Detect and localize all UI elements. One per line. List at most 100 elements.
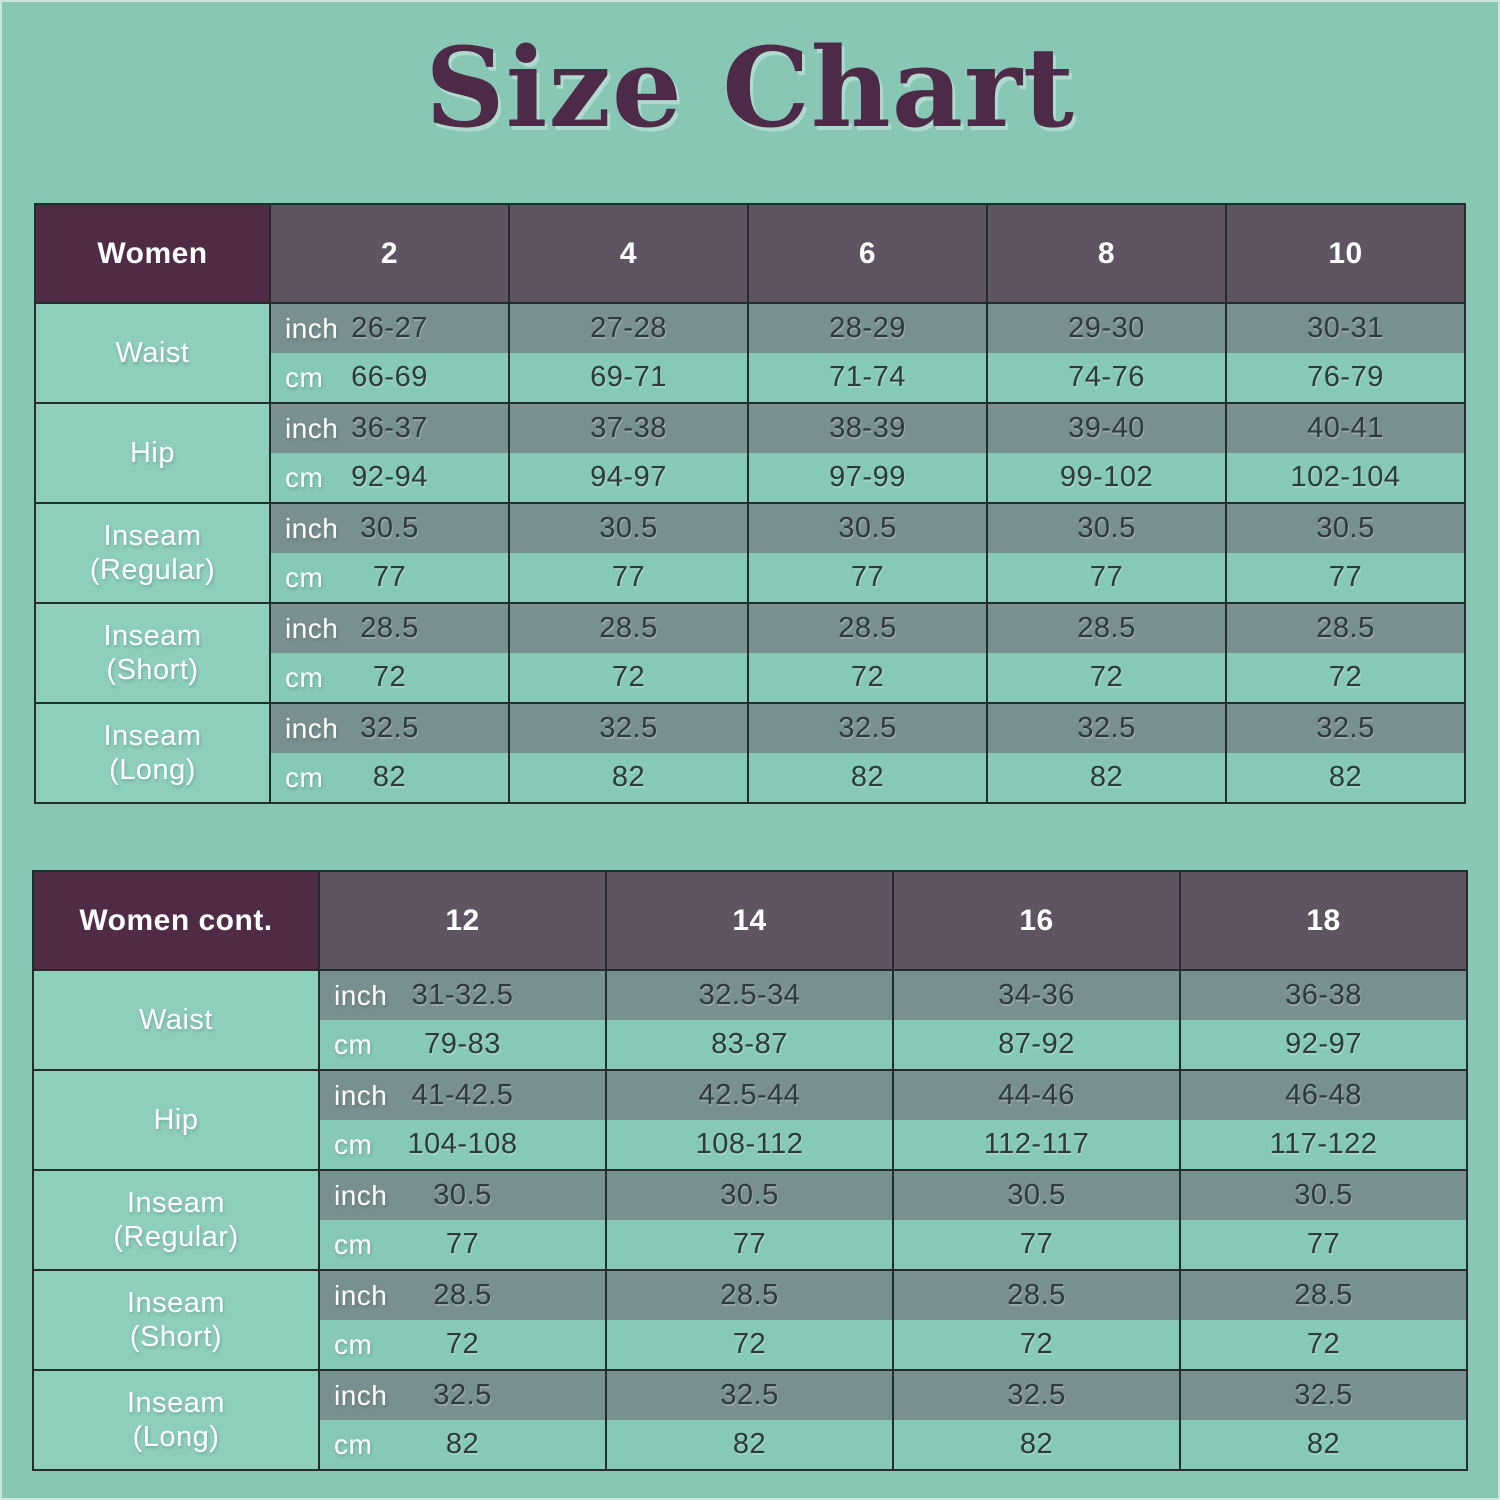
- measurement-value: 30.5: [1316, 512, 1375, 544]
- measurement-value: 72: [1328, 661, 1363, 693]
- measurement-value: 82: [1306, 1428, 1341, 1460]
- value-cell: 72: [1225, 653, 1466, 704]
- measurement-value: 28.5: [1077, 612, 1136, 644]
- value-cell: 30-31: [1225, 302, 1466, 353]
- value-cell: inch 32.5: [269, 702, 510, 753]
- measurement-row: cm 72 72 72 72 72: [35, 653, 1466, 704]
- size-header-cell: 14: [605, 870, 894, 971]
- measurement-row: Hip inch 36-37 37-38 38-39 39-40 40-41: [34, 402, 1466, 504]
- value-cell: 44-46: [892, 1069, 1181, 1120]
- value-cell: 72: [747, 653, 988, 704]
- value-cell: 97-99: [747, 453, 988, 504]
- measurement-value: 82: [372, 761, 407, 793]
- measurement-value: 71-74: [829, 361, 906, 393]
- size-header-cell: 8: [986, 203, 1227, 304]
- value-cell: cm 82: [269, 753, 510, 804]
- value-cell: cm 66-69: [269, 353, 510, 404]
- measurement-value: 82: [611, 761, 646, 793]
- measurement-row: cm 79-83 83-87 87-92 92-97: [33, 1020, 1468, 1071]
- unit-label: inch: [285, 712, 339, 744]
- unit-label: inch: [334, 979, 388, 1011]
- measurement-value: 83-87: [711, 1028, 788, 1060]
- measurement-value: 77: [850, 561, 885, 593]
- measurement-value: 28.5: [720, 1279, 779, 1311]
- measurement-value: 39-40: [1068, 412, 1145, 444]
- measurement-value: 77: [732, 1228, 767, 1260]
- measurement-value: 82: [1089, 761, 1124, 793]
- value-cell: cm 77: [269, 553, 510, 604]
- measurement-value: 82: [445, 1428, 480, 1460]
- measurement-value: 36-38: [1285, 979, 1362, 1011]
- measurement-row: Inseam (Short) inch 28.5 28.5 28.5 28.5: [32, 1269, 1468, 1371]
- value-cell: 28.5: [1179, 1269, 1468, 1320]
- value-cell: 32.5: [986, 702, 1227, 753]
- value-cell: 32.5-34: [605, 969, 894, 1020]
- value-cell: 87-92: [892, 1020, 1181, 1071]
- measurement-value: 30.5: [1077, 512, 1136, 544]
- value-cell: 28.5: [605, 1269, 894, 1320]
- measurement-row: Hip inch 41-42.5 42.5-44 44-46 46-48: [32, 1069, 1468, 1171]
- measurement-label-cell: Inseam (Long): [32, 1369, 320, 1471]
- value-cell: 82: [605, 1420, 894, 1471]
- measurement-value: 32.5: [1294, 1379, 1353, 1411]
- measurement-value: 99-102: [1059, 461, 1154, 493]
- value-cell: 38-39: [747, 402, 988, 453]
- measurement-label-cell: Waist: [32, 969, 320, 1071]
- measurement-value: 30.5: [1294, 1179, 1353, 1211]
- value-cell: 72: [508, 653, 749, 704]
- measurement-value: 46-48: [1285, 1079, 1362, 1111]
- unit-label: inch: [334, 1279, 388, 1311]
- value-cell: 28.5: [892, 1269, 1181, 1320]
- value-cell: 82: [1225, 753, 1466, 804]
- measurement-value: 30.5: [360, 512, 419, 544]
- measurement-value: 41-42.5: [411, 1079, 514, 1111]
- page-title: Size Chart: [425, 23, 1075, 152]
- measurement-value: 28.5: [1316, 612, 1375, 644]
- unit-label: cm: [285, 461, 324, 493]
- value-cell: 71-74: [747, 353, 988, 404]
- value-cell: 28.5: [747, 602, 988, 653]
- value-cell: 102-104: [1225, 453, 1466, 504]
- measurement-value: 32.5: [1316, 712, 1375, 744]
- measurement-value: 32.5: [360, 712, 419, 744]
- value-cell: cm 92-94: [269, 453, 510, 504]
- measurement-value: 72: [1306, 1328, 1341, 1360]
- measurement-value: 82: [1019, 1428, 1054, 1460]
- value-cell: 108-112: [605, 1120, 894, 1171]
- measurement-row: cm 82 82 82 82: [33, 1420, 1468, 1471]
- measurement-row: Waist inch 26-27 27-28 28-29 29-30 30-31: [34, 302, 1466, 404]
- measurement-value: 77: [445, 1228, 480, 1260]
- unit-label: cm: [334, 1028, 373, 1060]
- value-cell: 94-97: [508, 453, 749, 504]
- measurement-value: 82: [1328, 761, 1363, 793]
- value-cell: 46-48: [1179, 1069, 1468, 1120]
- size-header-cell: 6: [747, 203, 988, 304]
- size-tables-container: Women 2 4 6 8 10 Waist inch 26-27 27-28 28-29 29-30…: [0, 170, 1500, 1471]
- measurement-value: 77: [372, 561, 407, 593]
- measurement-value: 42.5-44: [698, 1079, 801, 1111]
- size-header-cell: 2: [269, 203, 510, 304]
- measurement-value: 40-41: [1307, 412, 1384, 444]
- value-cell: 32.5: [508, 702, 749, 753]
- value-cell: 72: [605, 1320, 894, 1371]
- value-cell: 117-122: [1179, 1120, 1468, 1171]
- measurement-value: 74-76: [1068, 361, 1145, 393]
- unit-label: inch: [334, 1379, 388, 1411]
- measurement-value: 32.5: [1077, 712, 1136, 744]
- value-cell: 76-79: [1225, 353, 1466, 404]
- value-cell: inch 31-32.5: [318, 969, 607, 1020]
- measurement-value: 72: [1089, 661, 1124, 693]
- size-table-2: Women cont. 12 14 16 18 Waist inch 31-32.5 32.5-…: [32, 870, 1468, 1471]
- value-cell: 39-40: [986, 402, 1227, 453]
- value-cell: 72: [986, 653, 1227, 704]
- measurement-label-cell: Inseam (Short): [32, 1269, 320, 1371]
- value-cell: 30.5: [1179, 1169, 1468, 1220]
- measurement-value: 29-30: [1068, 312, 1145, 344]
- measurement-row: cm 92-94 94-97 97-99 99-102 102-104: [35, 453, 1466, 504]
- measurement-value: 77: [1089, 561, 1124, 593]
- value-cell: 69-71: [508, 353, 749, 404]
- value-cell: 99-102: [986, 453, 1227, 504]
- header-row: Women 2 4 6 8 10: [34, 203, 1466, 304]
- measurement-label-cell: Inseam (Regular): [32, 1169, 320, 1271]
